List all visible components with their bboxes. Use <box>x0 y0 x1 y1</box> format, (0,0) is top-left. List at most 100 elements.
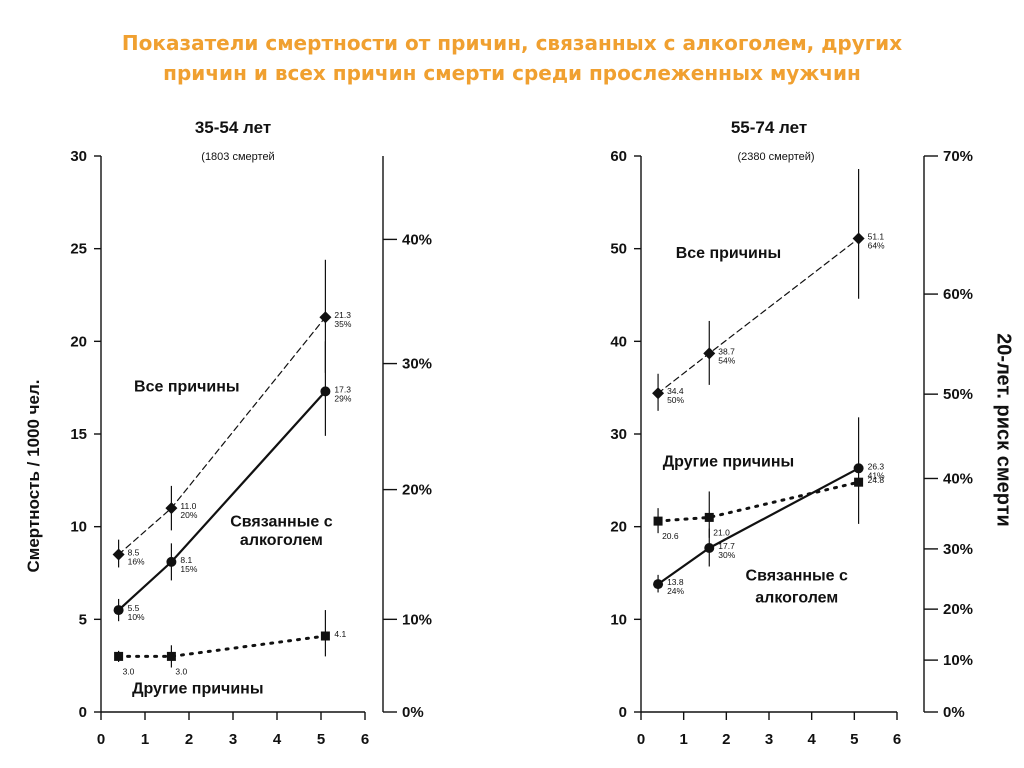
panel-2-series-2-value-label: 24.8 <box>868 475 885 485</box>
panel-2-right-tick-label: 70% <box>943 148 973 165</box>
panel-1-series-1-percent-label: 20% <box>180 510 197 520</box>
panel-2-right-tick-label: 0% <box>943 704 965 721</box>
panel-1-y-tick-label: 15 <box>70 426 87 443</box>
panel-1-series-1-marker <box>165 502 178 515</box>
panel-2-x-tick-label: 1 <box>679 731 687 748</box>
panel-1-series-2-marker <box>320 386 331 397</box>
panel-2-series-1-value-label: 38.7 <box>718 346 735 356</box>
panel-1-right-tick-label: 40% <box>402 231 432 248</box>
panel-2-y-tick-label: 40 <box>610 333 627 350</box>
panel-1-series-1-marker <box>319 311 332 324</box>
panel-2-series-label: Все причины <box>676 245 782 262</box>
panel-1-series-2-marker <box>166 556 177 567</box>
panel-1-series-2-value-label: 5.5 <box>128 603 140 613</box>
panel-1-y-tick-label: 5 <box>79 611 87 628</box>
panel-1-x-tick-label: 6 <box>361 731 369 748</box>
panel-2-series-2-marker <box>704 512 714 522</box>
panel-1-series-2-percent-label: 10% <box>128 612 145 622</box>
panel-2-series-label: Связанные с <box>746 567 848 584</box>
panel-2-series-3-marker <box>653 579 664 590</box>
panel-2-series-2-value-label: 20.6 <box>662 531 679 541</box>
title-line-2: причин и всех причин смерти среди просле… <box>163 61 861 85</box>
panel-2-y-tick-label: 60 <box>610 148 627 165</box>
panel-1-series-1-value-label: 11.0 <box>180 501 196 511</box>
panel-1-y-tick-label: 0 <box>79 704 87 721</box>
panel-1-right-tick-label: 0% <box>402 704 424 721</box>
panel-1-y-tick-label: 25 <box>70 241 87 258</box>
panel-1-series-label: Другие причины <box>132 680 263 697</box>
panel-1-x-tick-label: 4 <box>273 731 282 748</box>
panel-1-right-tick-label: 20% <box>402 482 432 499</box>
chart-title: Показатели смертности от причин, связанн… <box>0 28 1024 88</box>
panel-2-right-tick-label: 60% <box>943 286 973 303</box>
panel-2-y-tick-label: 0 <box>619 704 627 721</box>
y-axis-label-right-text: 20-лет. риск смерти <box>992 333 1015 527</box>
panel-2-right-tick-label: 10% <box>943 652 973 669</box>
panel-2-series-1-value-label: 34.4 <box>667 386 684 396</box>
panel-2-x-tick-label: 0 <box>637 731 645 748</box>
title-line-1: Показатели смертности от причин, связанн… <box>121 31 903 55</box>
panel-1-series-2-value-label: 8.1 <box>180 555 192 565</box>
panel-2-series-2-line <box>656 480 861 523</box>
panel-1-series-1-percent-label: 35% <box>334 319 351 329</box>
panel-1-series-1-value-label: 8.5 <box>128 547 140 557</box>
panel-2-series-3-percent-label: 30% <box>718 550 735 560</box>
panel-1-series-label: Связанные с <box>230 514 332 531</box>
panel-2-series-1-marker <box>703 347 716 360</box>
panel-1-y-tick-label: 20 <box>70 333 87 350</box>
panel-2-title: 55-74 лет <box>731 118 807 137</box>
panel-1-series-3-marker <box>114 651 124 661</box>
panel-2-series-1-percent-label: 64% <box>868 240 885 250</box>
panel-1-y-tick-label: 10 <box>70 519 87 536</box>
y-axis-label-left-text: Смертность / 1000 чел. <box>24 379 43 573</box>
panel-2-series-2-value-label: 21.0 <box>713 527 730 537</box>
panel-2-series-label: алкоголем <box>755 590 838 607</box>
panel-1-series-1-value-label: 21.3 <box>334 310 351 320</box>
panel-1-x-tick-label: 2 <box>185 731 193 748</box>
panel-2-series-3-value-label: 13.8 <box>667 577 684 587</box>
panel-1-series-2-value-label: 17.3 <box>334 384 351 394</box>
panel-1-subtitle: (1803 смертей <box>201 151 274 163</box>
panel-2-series-1-percent-label: 54% <box>718 355 735 365</box>
panel-2-series-3-percent-label: 24% <box>667 586 684 596</box>
panel-2-series-1-marker <box>852 232 865 245</box>
panel-1-series-3-value-label: 4.1 <box>334 629 346 639</box>
panel-1-series-2-percent-label: 15% <box>180 564 197 574</box>
panel-2-right-tick-label: 20% <box>943 601 973 618</box>
panel-2-right-tick-label: 40% <box>943 470 973 487</box>
panel-1-series-label: алкоголем <box>240 532 323 549</box>
panel-2-y-tick-label: 10 <box>610 611 627 628</box>
panel-2-subtitle: (2380 смертей) <box>737 151 814 163</box>
panel-2-y-tick-label: 30 <box>610 426 627 443</box>
panel-2-series-3-value-label: 17.7 <box>718 541 735 551</box>
panel-2-y-tick-label: 20 <box>610 519 627 536</box>
panel-1-series-2-marker <box>113 605 124 616</box>
panel-1-right-tick-label: 10% <box>402 611 432 628</box>
panel-1-series-2-percent-label: 29% <box>334 393 351 403</box>
panel-2-series-1-value-label: 51.1 <box>868 231 885 241</box>
panel-2-series-2-marker <box>653 516 663 526</box>
panel-1-y-tick-label: 30 <box>70 148 87 165</box>
panel-2-x-tick-label: 3 <box>765 731 773 748</box>
panel-2-series-1-percent-label: 50% <box>667 395 684 405</box>
panel-1-series-1-percent-label: 16% <box>128 556 145 566</box>
panel-2-x-tick-label: 4 <box>807 731 816 748</box>
panel-2-x-tick-label: 6 <box>893 731 901 748</box>
panel-2-x-tick-label: 2 <box>722 731 730 748</box>
panel-1-series-3-value-label: 3.0 <box>175 666 187 676</box>
panel-2-x-tick-label: 5 <box>850 731 858 748</box>
panel-2-series-3-marker <box>704 542 715 553</box>
panel-1-series-1-marker <box>112 548 125 561</box>
panel-1-title: 35-54 лет <box>195 118 271 137</box>
panel-1-right-tick-label: 30% <box>402 356 432 373</box>
panel-2-series-3-value-label: 26.3 <box>868 461 885 471</box>
panel-1-x-tick-label: 1 <box>141 731 149 748</box>
panel-2-series-1-marker <box>652 387 665 400</box>
panel-2-series-3-marker <box>853 463 864 474</box>
panel-1-x-tick-label: 3 <box>229 731 237 748</box>
panel-2-right-tick-label: 30% <box>943 541 973 558</box>
panel-2-y-tick-label: 50 <box>610 241 627 258</box>
panel-1-x-tick-label: 0 <box>97 731 105 748</box>
panel-1-series-3-marker <box>166 651 176 661</box>
